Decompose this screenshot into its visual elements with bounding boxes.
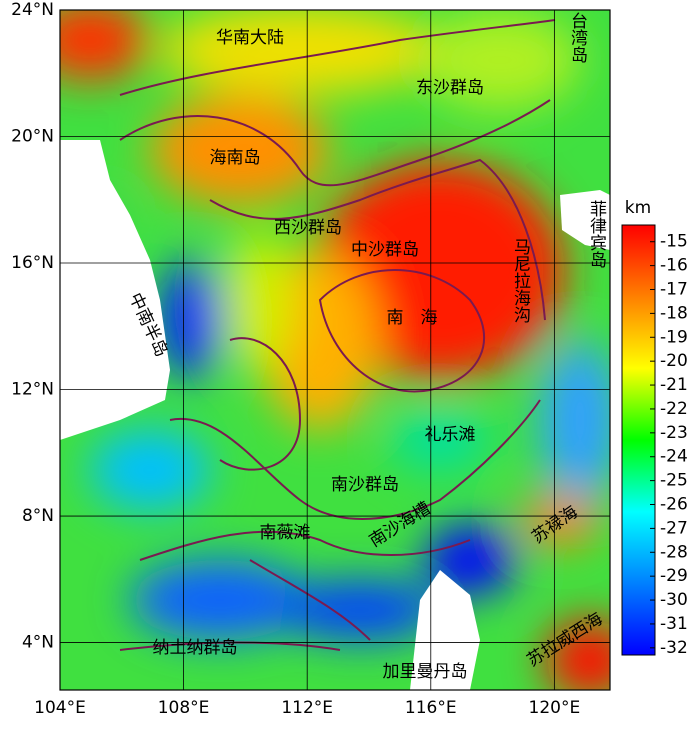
place-label: 台湾岛 — [567, 12, 588, 64]
place-label: 华南大陆 — [216, 28, 284, 48]
y-tick-label: 16°N — [11, 253, 54, 273]
place-label: 菲律宾岛 — [586, 200, 607, 269]
colorbar-tick-label: -28 — [660, 542, 688, 562]
x-tick-label: 104°E — [34, 698, 86, 718]
colorbar-tick-label: -26 — [660, 495, 688, 515]
colorbar-tick-label: -19 — [660, 327, 688, 347]
colorbar-unit: km — [625, 198, 651, 218]
place-label: 南薇滩 — [260, 523, 311, 543]
y-tick-label: 12°N — [11, 380, 54, 400]
place-label: 南沙群岛 — [331, 475, 399, 495]
x-tick-label: 108°E — [158, 698, 210, 718]
x-tick-label: 116°E — [405, 698, 457, 718]
colorbar-tick-label: -30 — [660, 590, 688, 610]
place-label: 礼乐滩 — [425, 425, 476, 445]
colorbar-tick-label: -22 — [660, 399, 688, 419]
x-tick-label: 112°E — [281, 698, 333, 718]
colorbar-tick-label: -23 — [660, 423, 688, 443]
colorbar-tick-label: -21 — [660, 375, 688, 395]
colorbar-tick-label: -29 — [660, 566, 688, 586]
moho-field — [60, 10, 610, 690]
colorbar-tick-label: -24 — [660, 447, 688, 467]
place-label: 西沙群岛 — [274, 218, 342, 238]
y-tick-label: 4°N — [22, 633, 54, 653]
place-label: 纳土纳群岛 — [153, 638, 238, 658]
place-label: 南 海 — [387, 308, 438, 328]
colorbar-tick-label: -27 — [660, 518, 688, 538]
colorbar-tick-label: -17 — [660, 280, 688, 300]
colorbar-tick-label: -25 — [660, 471, 688, 491]
colorbar-tick-label: -31 — [660, 614, 688, 634]
colorbar-tick-label: -32 — [660, 638, 688, 658]
place-label: 海南岛 — [210, 148, 261, 168]
colorbar — [621, 224, 656, 656]
y-tick-label: 20°N — [11, 127, 54, 147]
y-tick-label: 8°N — [22, 506, 54, 526]
place-label: 马尼拉海沟 — [510, 238, 531, 324]
colorbar-tick-label: -18 — [660, 303, 688, 323]
colorbar-tick-label: -20 — [660, 351, 688, 371]
x-tick-label: 120°E — [529, 698, 581, 718]
y-tick-label: 24°N — [11, 0, 54, 20]
place-label: 东沙群岛 — [416, 78, 484, 98]
place-label: 加里曼丹岛 — [383, 662, 468, 682]
colorbar-tick-label: -16 — [660, 256, 688, 276]
colorbar-tick-label: -15 — [660, 232, 688, 252]
place-label: 中沙群岛 — [351, 240, 419, 260]
